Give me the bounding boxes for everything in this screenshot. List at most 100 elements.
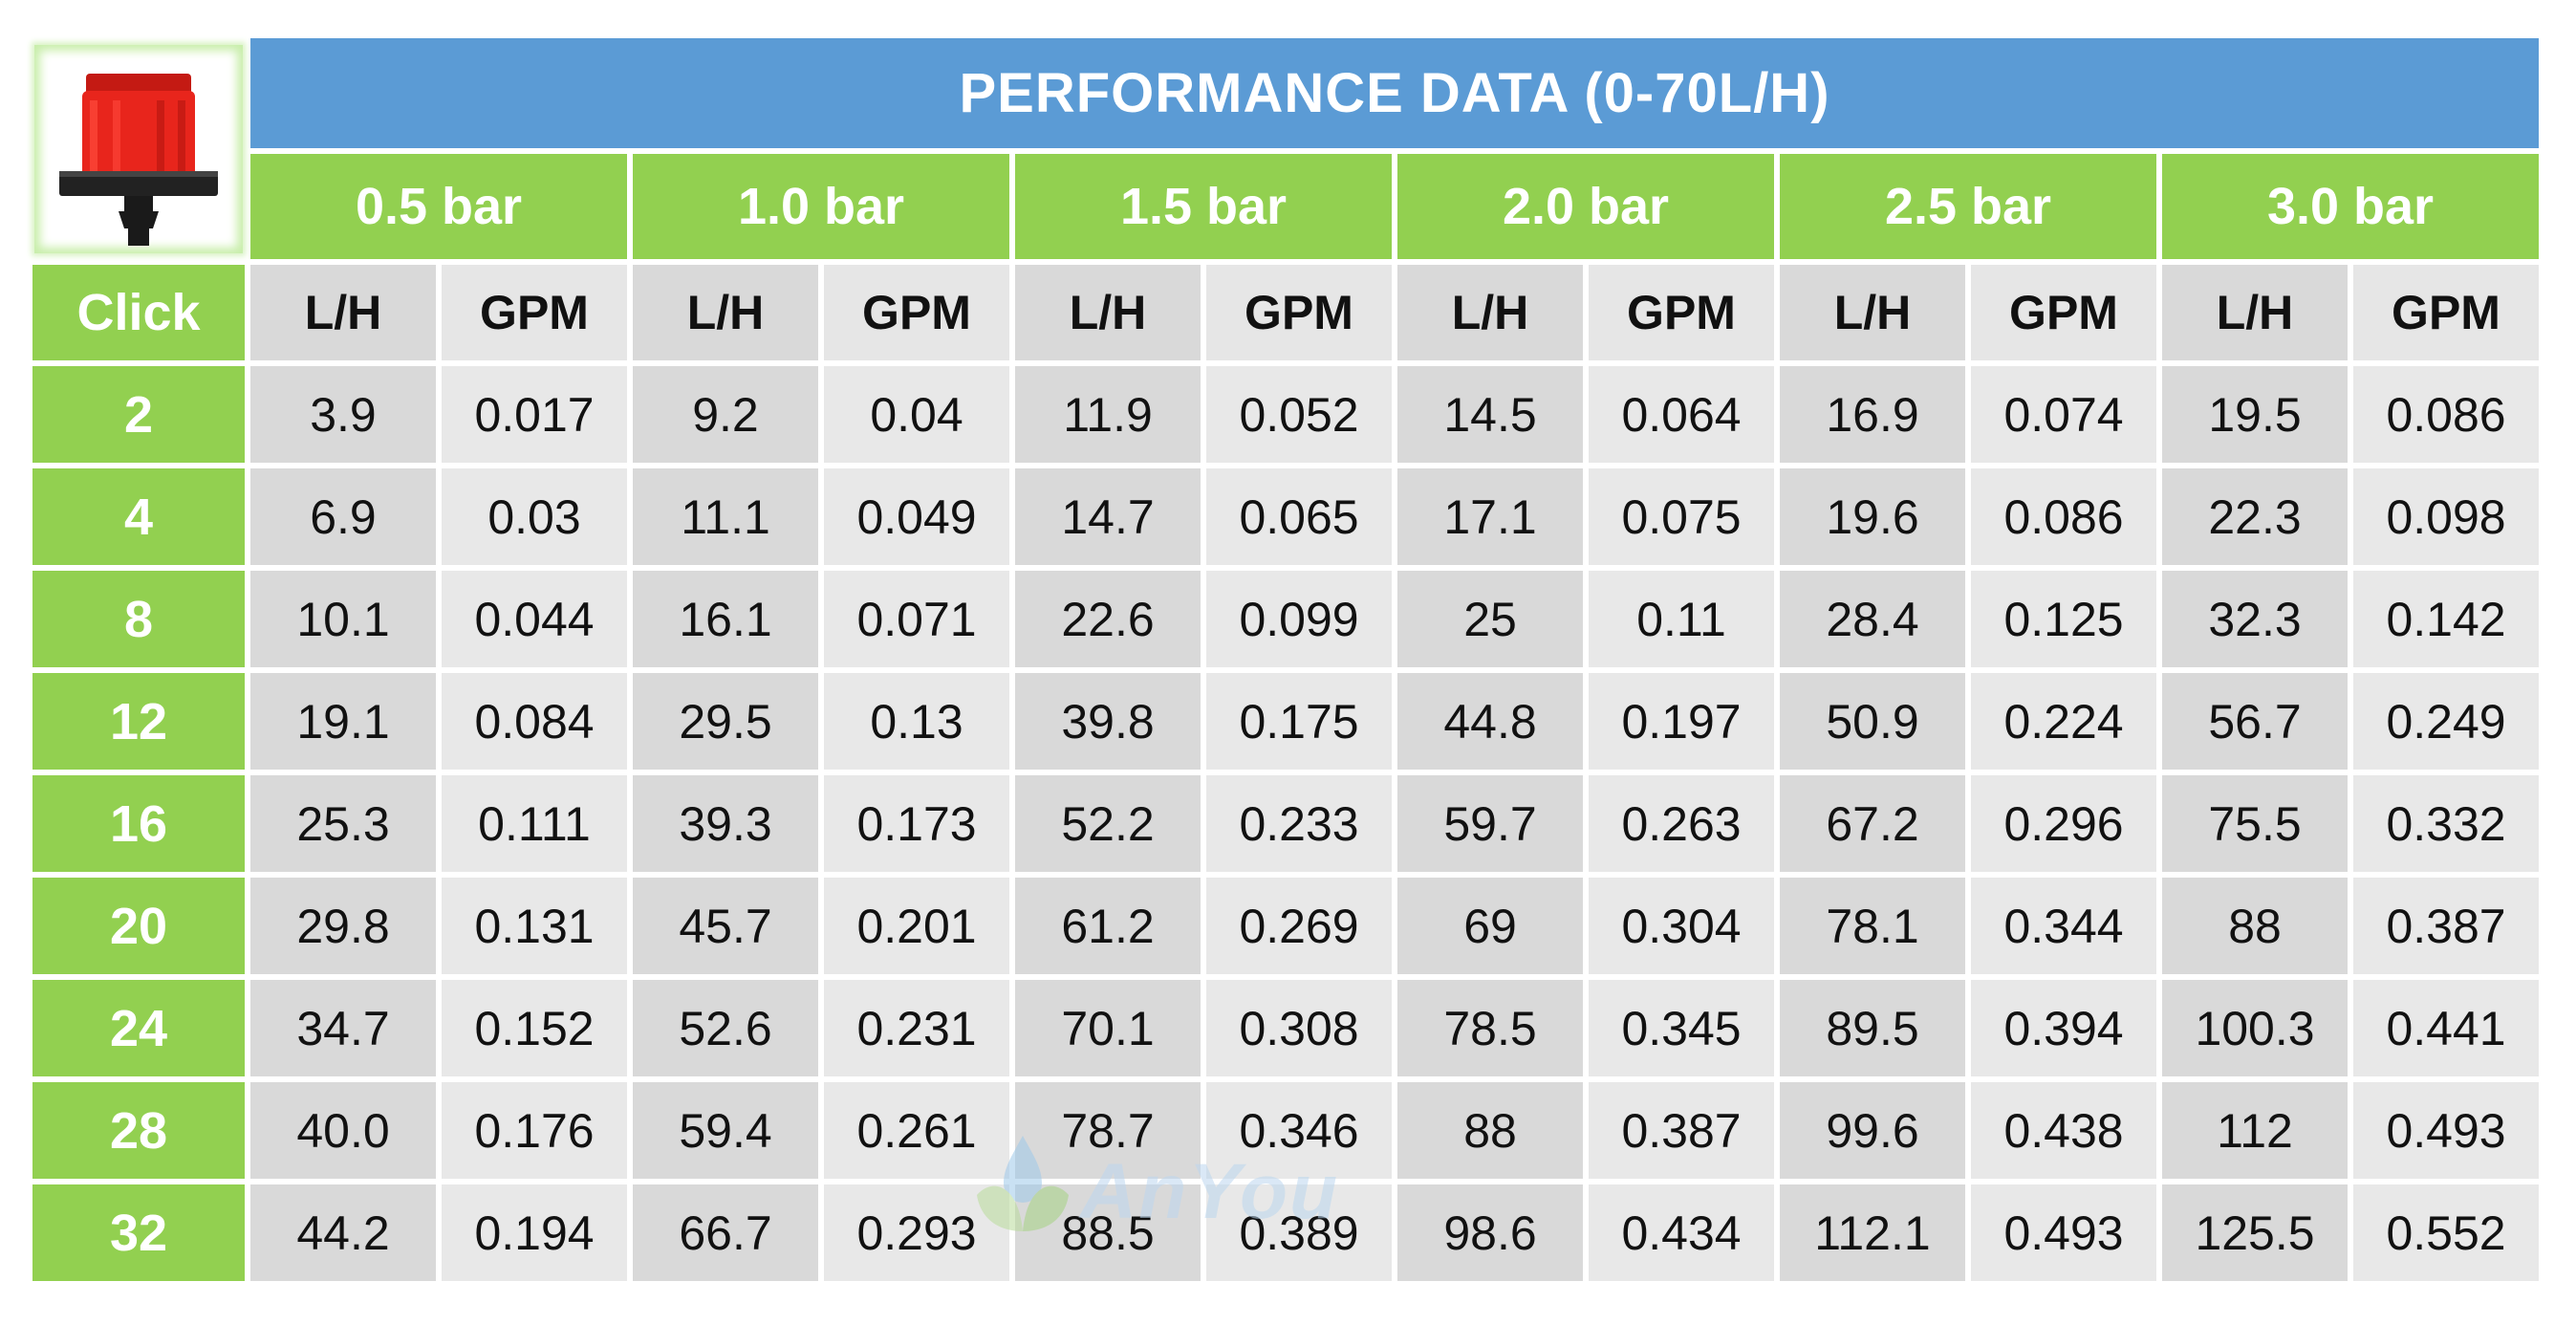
- flow-gpm-value: 0.175: [1206, 673, 1392, 770]
- product-image-cell: [32, 38, 245, 259]
- unit-lh-header: L/H: [2162, 265, 2348, 360]
- pressure-header: 2.0 bar: [1397, 154, 1774, 259]
- flow-gpm-value: 0.296: [1971, 775, 2156, 872]
- unit-gpm-header: GPM: [1206, 265, 1392, 360]
- flow-lh-value: 3.9: [250, 366, 436, 463]
- performance-table: PERFORMANCE DATA (0-70L/H) 0.5 bar 1.0 b…: [27, 33, 2544, 1287]
- flow-gpm-value: 0.044: [442, 571, 627, 667]
- flow-gpm-value: 0.344: [1971, 878, 2156, 974]
- flow-gpm-value: 0.017: [442, 366, 627, 463]
- flow-gpm-value: 0.387: [1589, 1082, 1774, 1179]
- flow-lh-value: 25.3: [250, 775, 436, 872]
- flow-lh-value: 19.6: [1780, 468, 1965, 565]
- flow-lh-value: 34.7: [250, 980, 436, 1076]
- flow-lh-value: 99.6: [1780, 1082, 1965, 1179]
- flow-lh-value: 59.7: [1397, 775, 1583, 872]
- flow-lh-value: 19.1: [250, 673, 436, 770]
- flow-gpm-value: 0.13: [824, 673, 1009, 770]
- unit-lh-header: L/H: [633, 265, 818, 360]
- flow-gpm-value: 0.142: [2353, 571, 2539, 667]
- pressure-header: 1.5 bar: [1015, 154, 1392, 259]
- flow-lh-value: 45.7: [633, 878, 818, 974]
- table-row: 2 3.9 0.017 9.2 0.04 11.9 0.052 14.5 0.064 16.9 0.…: [32, 366, 2539, 463]
- click-value: 32: [32, 1184, 245, 1281]
- flow-lh-value: 66.7: [633, 1184, 818, 1281]
- unit-lh-header: L/H: [1015, 265, 1201, 360]
- flow-lh-value: 52.2: [1015, 775, 1201, 872]
- flow-lh-value: 16.1: [633, 571, 818, 667]
- flow-gpm-value: 0.176: [442, 1082, 627, 1179]
- flow-gpm-value: 0.233: [1206, 775, 1392, 872]
- table-title: PERFORMANCE DATA (0-70L/H): [250, 38, 2539, 148]
- flow-gpm-value: 0.231: [824, 980, 1009, 1076]
- click-value: 16: [32, 775, 245, 872]
- flow-lh-value: 39.8: [1015, 673, 1201, 770]
- flow-gpm-value: 0.084: [442, 673, 627, 770]
- click-value: 28: [32, 1082, 245, 1179]
- flow-lh-value: 44.8: [1397, 673, 1583, 770]
- flow-gpm-value: 0.304: [1589, 878, 1774, 974]
- table-row: 32 44.2 0.194 66.7 0.293 88.5 0.389 98.6 0.434 11…: [32, 1184, 2539, 1281]
- flow-lh-value: 25: [1397, 571, 1583, 667]
- flow-lh-value: 50.9: [1780, 673, 1965, 770]
- flow-gpm-value: 0.11: [1589, 571, 1774, 667]
- flow-gpm-value: 0.052: [1206, 366, 1392, 463]
- flow-gpm-value: 0.224: [1971, 673, 2156, 770]
- table-row: 20 29.8 0.131 45.7 0.201 61.2 0.269 69 0.304 78.1…: [32, 878, 2539, 974]
- flow-gpm-value: 0.065: [1206, 468, 1392, 565]
- flow-lh-value: 70.1: [1015, 980, 1201, 1076]
- flow-gpm-value: 0.493: [1971, 1184, 2156, 1281]
- flow-lh-value: 59.4: [633, 1082, 818, 1179]
- flow-gpm-value: 0.394: [1971, 980, 2156, 1076]
- flow-gpm-value: 0.441: [2353, 980, 2539, 1076]
- flow-lh-value: 52.6: [633, 980, 818, 1076]
- pressure-header: 0.5 bar: [250, 154, 627, 259]
- flow-gpm-value: 0.173: [824, 775, 1009, 872]
- unit-lh-header: L/H: [1780, 265, 1965, 360]
- unit-lh-header: L/H: [250, 265, 436, 360]
- flow-gpm-value: 0.04: [824, 366, 1009, 463]
- flow-gpm-value: 0.332: [2353, 775, 2539, 872]
- flow-gpm-value: 0.086: [2353, 366, 2539, 463]
- flow-gpm-value: 0.201: [824, 878, 1009, 974]
- flow-lh-value: 69: [1397, 878, 1583, 974]
- flow-lh-value: 88: [2162, 878, 2348, 974]
- pressure-header: 3.0 bar: [2162, 154, 2539, 259]
- flow-gpm-value: 0.125: [1971, 571, 2156, 667]
- flow-gpm-value: 0.263: [1589, 775, 1774, 872]
- flow-lh-value: 6.9: [250, 468, 436, 565]
- click-header: Click: [32, 265, 245, 360]
- flow-lh-value: 78.5: [1397, 980, 1583, 1076]
- flow-lh-value: 125.5: [2162, 1184, 2348, 1281]
- flow-lh-value: 11.1: [633, 468, 818, 565]
- unit-lh-header: L/H: [1397, 265, 1583, 360]
- flow-gpm-value: 0.552: [2353, 1184, 2539, 1281]
- flow-gpm-value: 0.438: [1971, 1082, 2156, 1179]
- pressure-header: 2.5 bar: [1780, 154, 2156, 259]
- flow-gpm-value: 0.152: [442, 980, 627, 1076]
- flow-gpm-value: 0.194: [442, 1184, 627, 1281]
- flow-lh-value: 112.1: [1780, 1184, 1965, 1281]
- flow-gpm-value: 0.098: [2353, 468, 2539, 565]
- flow-gpm-value: 0.345: [1589, 980, 1774, 1076]
- flow-lh-value: 44.2: [250, 1184, 436, 1281]
- flow-lh-value: 29.8: [250, 878, 436, 974]
- table-row: 24 34.7 0.152 52.6 0.231 70.1 0.308 78.5 0.345 89…: [32, 980, 2539, 1076]
- flow-gpm-value: 0.293: [824, 1184, 1009, 1281]
- flow-gpm-value: 0.249: [2353, 673, 2539, 770]
- flow-gpm-value: 0.389: [1206, 1184, 1392, 1281]
- flow-lh-value: 29.5: [633, 673, 818, 770]
- table-head: PERFORMANCE DATA (0-70L/H) 0.5 bar 1.0 b…: [32, 38, 2539, 360]
- title-row: PERFORMANCE DATA (0-70L/H): [32, 38, 2539, 259]
- flow-lh-value: 22.3: [2162, 468, 2348, 565]
- unit-row: Click L/H GPM L/H GPM L/H GPM L/H GPM L/…: [32, 265, 2539, 360]
- flow-gpm-value: 0.064: [1589, 366, 1774, 463]
- flow-lh-value: 78.7: [1015, 1082, 1201, 1179]
- unit-gpm-header: GPM: [1589, 265, 1774, 360]
- flow-gpm-value: 0.493: [2353, 1082, 2539, 1179]
- flow-lh-value: 61.2: [1015, 878, 1201, 974]
- flow-gpm-value: 0.099: [1206, 571, 1392, 667]
- flow-gpm-value: 0.131: [442, 878, 627, 974]
- flow-lh-value: 14.5: [1397, 366, 1583, 463]
- flow-lh-value: 16.9: [1780, 366, 1965, 463]
